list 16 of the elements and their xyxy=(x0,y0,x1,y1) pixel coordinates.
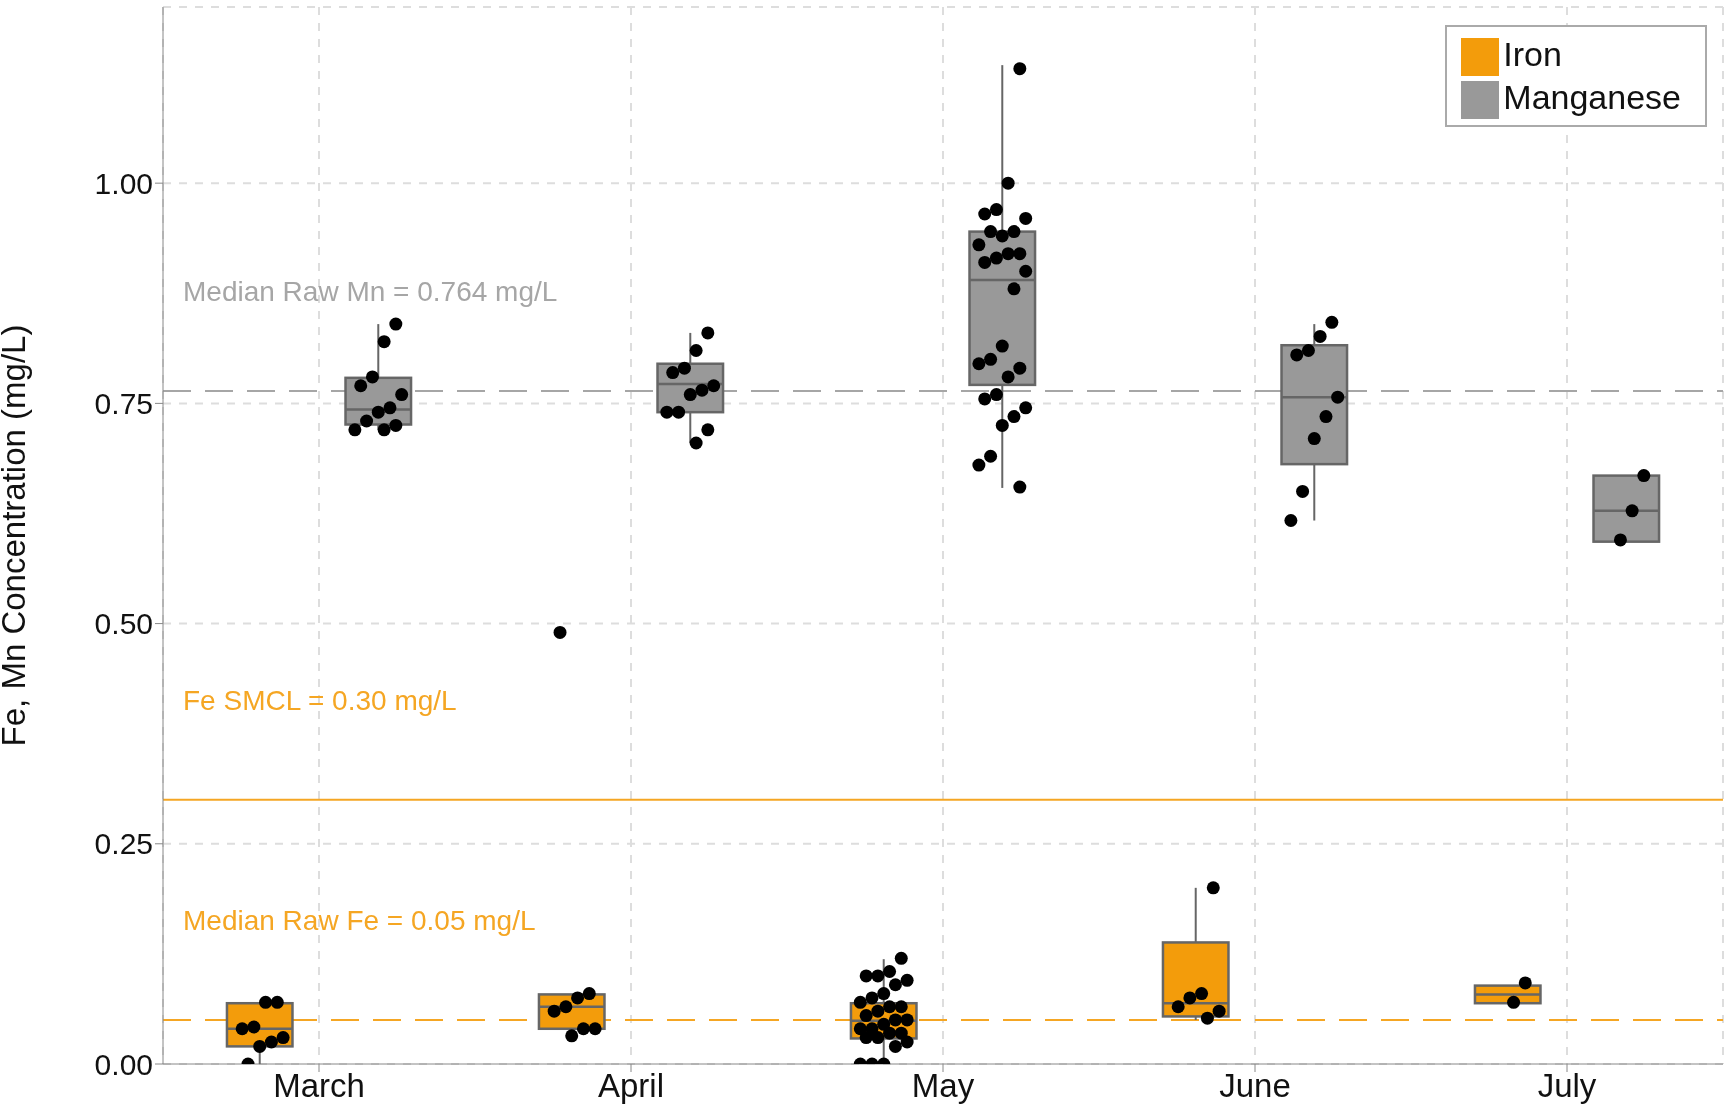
y-axis-title: Fe, Mn Concentration (mg/L) xyxy=(0,324,32,747)
y-tick-label: 0.75 xyxy=(94,387,153,421)
legend-label: Manganese xyxy=(1503,78,1681,117)
y-tick-label: 0.25 xyxy=(94,827,153,861)
ref-line-label: Fe SMCL = 0.30 mg/L xyxy=(183,684,457,716)
y-tick-label: 0.50 xyxy=(94,607,153,641)
x-tick-label: June xyxy=(1219,1067,1291,1105)
ref-line-label: Median Raw Fe = 0.05 mg/L xyxy=(183,904,536,936)
y-tick-label: 1.00 xyxy=(94,166,153,200)
x-tick-label: March xyxy=(273,1067,365,1105)
y-tick-label: 0.00 xyxy=(94,1047,153,1081)
x-tick-label: May xyxy=(911,1067,975,1105)
x-tick-label: July xyxy=(1537,1067,1597,1105)
ref-line-label: Median Raw Mn = 0.764 mg/L xyxy=(183,276,558,308)
legend-label: Iron xyxy=(1503,35,1562,73)
x-tick-label: April xyxy=(597,1067,665,1105)
